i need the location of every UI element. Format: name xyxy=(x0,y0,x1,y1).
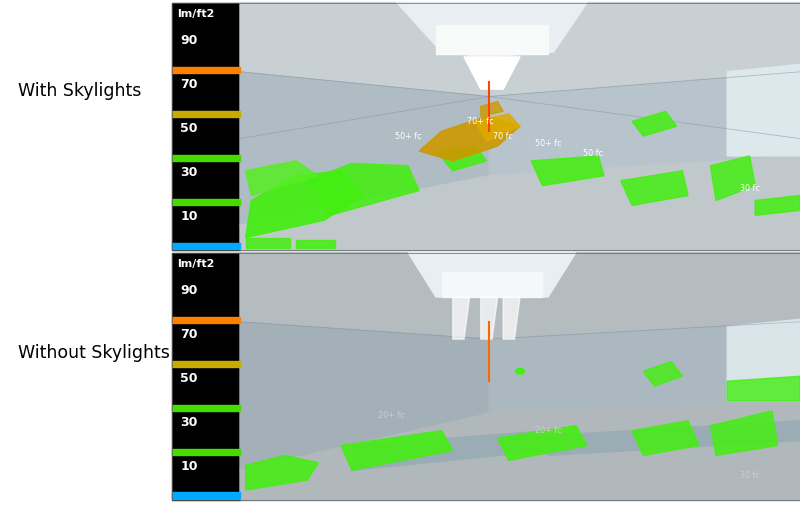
Polygon shape xyxy=(475,114,520,141)
Polygon shape xyxy=(643,362,682,386)
Bar xyxy=(442,272,542,297)
Text: lm/ft2: lm/ft2 xyxy=(178,259,215,269)
Text: 10: 10 xyxy=(180,210,198,223)
Text: lm/ft2: lm/ft2 xyxy=(178,9,215,19)
Polygon shape xyxy=(498,426,587,461)
Polygon shape xyxy=(246,161,318,195)
Text: With Skylights: With Skylights xyxy=(18,82,141,100)
Polygon shape xyxy=(307,164,419,215)
Text: 50+ fc: 50+ fc xyxy=(534,139,562,148)
Polygon shape xyxy=(489,322,800,413)
Polygon shape xyxy=(464,57,520,89)
Text: 20+ fc: 20+ fc xyxy=(378,411,405,420)
Text: 50: 50 xyxy=(180,372,198,385)
Polygon shape xyxy=(531,156,604,186)
Polygon shape xyxy=(503,297,520,339)
Bar xyxy=(172,3,800,250)
Text: 70: 70 xyxy=(180,78,198,91)
Text: 70 fc: 70 fc xyxy=(493,132,514,141)
Bar xyxy=(172,448,240,455)
Polygon shape xyxy=(489,72,800,176)
Polygon shape xyxy=(727,319,800,401)
Polygon shape xyxy=(240,252,800,339)
Polygon shape xyxy=(710,411,778,456)
Text: 50 fc: 50 fc xyxy=(582,149,603,158)
Text: 30 fc: 30 fc xyxy=(740,471,759,480)
Bar xyxy=(172,198,240,205)
Polygon shape xyxy=(240,401,800,500)
Bar xyxy=(436,25,548,55)
Bar xyxy=(172,155,240,161)
Polygon shape xyxy=(408,252,576,297)
Polygon shape xyxy=(710,156,755,200)
Bar xyxy=(172,317,240,323)
Text: 30 fc: 30 fc xyxy=(740,184,759,192)
Polygon shape xyxy=(341,431,453,470)
Text: 50+ fc: 50+ fc xyxy=(394,132,422,141)
Polygon shape xyxy=(481,297,498,339)
Bar xyxy=(172,242,240,249)
Bar xyxy=(246,238,290,247)
Polygon shape xyxy=(397,3,587,57)
Polygon shape xyxy=(481,102,503,116)
Text: 10: 10 xyxy=(180,460,198,473)
Bar xyxy=(240,3,800,250)
Polygon shape xyxy=(727,64,800,156)
Bar xyxy=(172,361,240,367)
Text: 20+ fc: 20+ fc xyxy=(534,426,562,435)
Circle shape xyxy=(515,369,525,374)
Text: 70+ fc: 70+ fc xyxy=(467,117,494,126)
Polygon shape xyxy=(727,376,800,401)
Text: Without Skylights: Without Skylights xyxy=(18,344,170,363)
Bar xyxy=(296,240,335,247)
Bar xyxy=(172,3,240,250)
Bar xyxy=(172,492,240,499)
Text: 30: 30 xyxy=(180,416,198,429)
Polygon shape xyxy=(621,171,688,206)
Text: 90: 90 xyxy=(180,284,198,297)
Polygon shape xyxy=(246,171,363,238)
Polygon shape xyxy=(419,116,520,161)
Polygon shape xyxy=(352,431,548,470)
Bar xyxy=(172,252,240,500)
Polygon shape xyxy=(632,421,699,456)
Polygon shape xyxy=(240,156,800,250)
Polygon shape xyxy=(453,297,470,339)
Polygon shape xyxy=(246,456,318,490)
Polygon shape xyxy=(548,421,800,456)
Polygon shape xyxy=(240,322,489,470)
Text: 90: 90 xyxy=(180,34,198,47)
Polygon shape xyxy=(240,3,800,96)
Polygon shape xyxy=(632,112,677,136)
Bar xyxy=(172,405,240,411)
Polygon shape xyxy=(436,146,486,171)
Bar xyxy=(172,111,240,117)
Bar xyxy=(240,252,800,500)
Polygon shape xyxy=(755,195,800,215)
Text: 70: 70 xyxy=(180,328,198,341)
Text: 30: 30 xyxy=(180,166,198,179)
Bar xyxy=(172,252,800,500)
Bar xyxy=(172,67,240,73)
Text: 50: 50 xyxy=(180,122,198,135)
Polygon shape xyxy=(240,72,489,225)
